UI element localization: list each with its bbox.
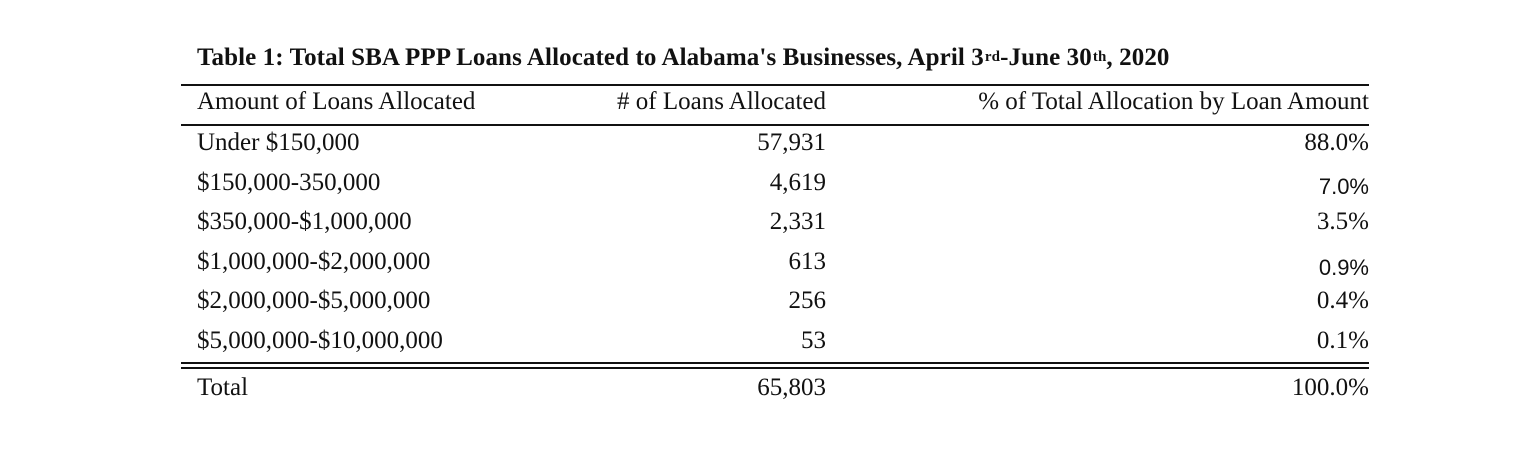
title-middle: -June 30 bbox=[1000, 44, 1092, 71]
title-superscript-th: th bbox=[1092, 49, 1107, 65]
total-percent: 100.0% bbox=[1291, 374, 1369, 401]
title-prefix: Table 1: Total SBA PPP Loans Allocated t… bbox=[197, 44, 984, 71]
header-rule bbox=[181, 124, 1369, 126]
row-amount: $5,000,000-$10,000,000 bbox=[197, 327, 443, 354]
row-amount: $150,000-350,000 bbox=[197, 169, 381, 196]
row-count: 57,931 bbox=[757, 129, 826, 156]
header-amount: Amount of Loans Allocated bbox=[197, 88, 476, 115]
row-amount: $2,000,000-$5,000,000 bbox=[197, 287, 431, 314]
row-percent: 3.5% bbox=[1316, 208, 1369, 235]
top-rule bbox=[181, 84, 1369, 86]
row-percent: 7.0% bbox=[1318, 174, 1369, 199]
row-amount: $350,000-$1,000,000 bbox=[197, 208, 412, 235]
total-rule-top bbox=[181, 362, 1369, 364]
total-count: 65,803 bbox=[757, 374, 826, 401]
row-count: 4,619 bbox=[769, 169, 826, 196]
row-percent: 0.1% bbox=[1316, 327, 1369, 354]
row-count: 53 bbox=[801, 327, 826, 354]
title-superscript-rd: rd bbox=[984, 49, 1001, 65]
total-rule-bottom bbox=[181, 367, 1369, 369]
header-count: # of Loans Allocated bbox=[617, 88, 826, 115]
table-title: Table 1: Total SBA PPP Loans Allocated t… bbox=[197, 44, 1170, 72]
header-percent: % of Total Allocation by Loan Amount bbox=[978, 88, 1369, 115]
row-count: 2,331 bbox=[769, 208, 826, 235]
row-amount: Under $150,000 bbox=[197, 129, 360, 156]
row-count: 613 bbox=[788, 248, 827, 275]
row-amount: $1,000,000-$2,000,000 bbox=[197, 248, 431, 275]
row-percent: 0.4% bbox=[1316, 287, 1369, 314]
total-label: Total bbox=[197, 374, 249, 401]
row-percent: 88.0% bbox=[1304, 129, 1369, 156]
row-percent: 0.9% bbox=[1318, 255, 1369, 280]
title-suffix: , 2020 bbox=[1106, 44, 1170, 71]
row-count: 256 bbox=[788, 287, 827, 314]
